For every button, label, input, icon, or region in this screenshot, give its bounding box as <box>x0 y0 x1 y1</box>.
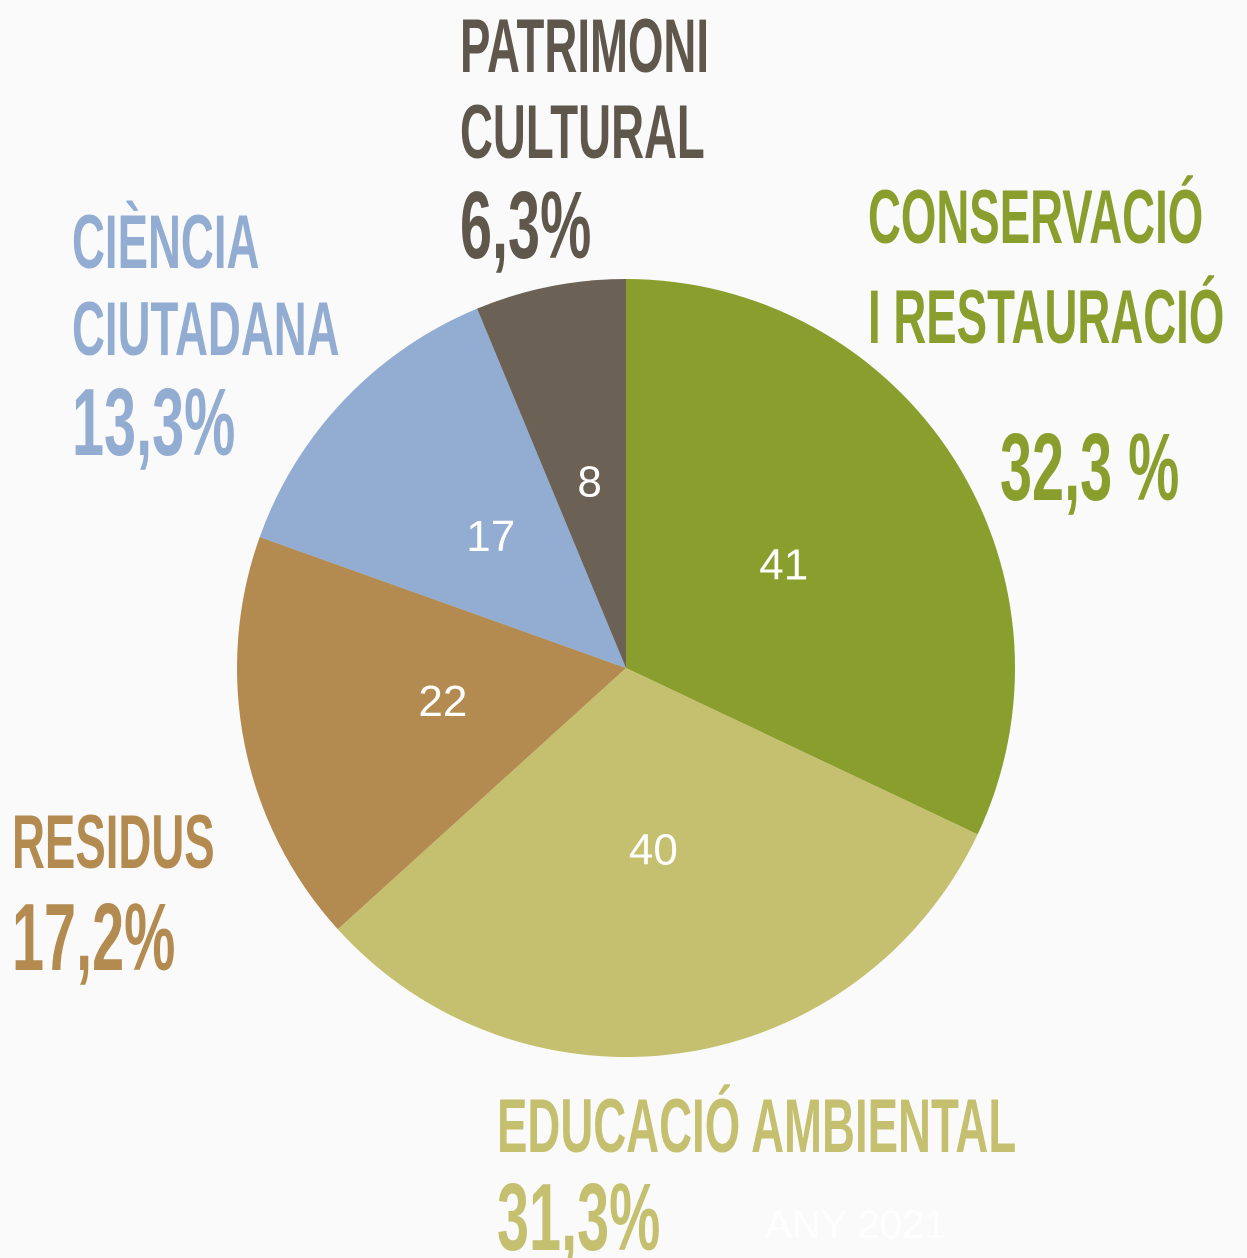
share-label-group: 31,3% <box>497 1163 660 1258</box>
pie: 41 40 22 17 8 <box>237 279 1015 1057</box>
category-label: PATRIMONI <box>460 4 709 89</box>
share-label: 6,3% <box>460 171 591 279</box>
value-label: 8 <box>577 457 601 506</box>
category-label: CONSERVACIÓ <box>868 175 1203 260</box>
category-label: CIUTADANA <box>72 287 340 372</box>
value-label: 40 <box>629 825 678 874</box>
category-label-group: CIUTADANA <box>72 287 340 372</box>
share-label-group: 17,2% <box>12 883 175 991</box>
category-label: I RESTAURACIÓ <box>868 275 1224 360</box>
share-label: 31,3% <box>497 1163 660 1258</box>
share-label: 32,3 % <box>1000 413 1179 521</box>
value-label: 22 <box>418 677 467 726</box>
category-label-group: RESIDUS <box>12 800 215 885</box>
value-label: 17 <box>466 512 515 561</box>
category-label: EDUCACIÓ AMBIENTAL <box>497 1084 1016 1169</box>
category-label: RESIDUS <box>12 800 215 885</box>
category-label: CULTURAL <box>460 90 705 175</box>
share-label-group: 32,3 % <box>1000 413 1179 521</box>
value-label: 41 <box>759 541 808 590</box>
category-label-group: PATRIMONI <box>460 4 709 89</box>
category-label-group: CONSERVACIÓ <box>868 175 1203 260</box>
annotation: ANY 2021 <box>765 1203 947 1247</box>
share-label: 13,3% <box>72 368 235 476</box>
category-label-group: I RESTAURACIÓ <box>868 275 1224 360</box>
category-label-group: CIÈNCIA <box>72 200 259 285</box>
category-label-group: CULTURAL <box>460 90 705 175</box>
share-label-group: 6,3% <box>460 171 591 279</box>
share-label: 17,2% <box>12 883 175 991</box>
chart: 41 40 22 17 8 CONSERVACIÓ I RESTAURACIÓ 32,3 %… <box>0 0 1247 1258</box>
share-label-group: 13,3% <box>72 368 235 476</box>
category-label: CIÈNCIA <box>72 200 259 285</box>
category-label-group: EDUCACIÓ AMBIENTAL <box>497 1084 1016 1169</box>
